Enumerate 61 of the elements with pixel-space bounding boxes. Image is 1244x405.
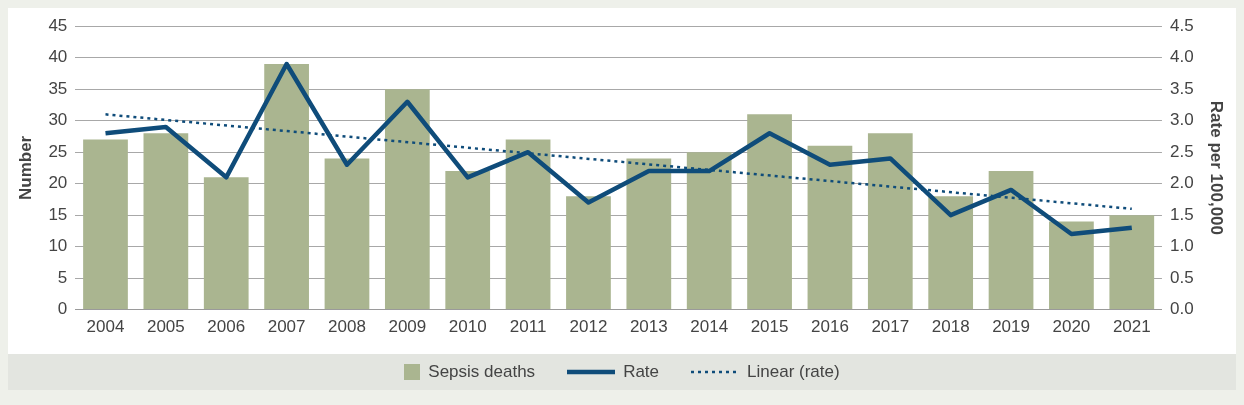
y2-tick-label: 4.5 <box>1169 15 1194 35</box>
x-tick-label: 2018 <box>931 317 970 337</box>
bar <box>867 133 913 310</box>
x-tick-label: 2017 <box>871 317 910 337</box>
x-tick-label: 2016 <box>811 317 849 337</box>
y-tick-label: 45 <box>48 15 68 35</box>
y-tick-label: 25 <box>48 141 68 161</box>
y2-tick-label: 0.0 <box>1169 299 1194 319</box>
bar <box>324 158 370 310</box>
y2-tick-label: 2.0 <box>1169 173 1194 193</box>
y2-tick-label: 1.5 <box>1169 204 1194 224</box>
bar <box>988 171 1034 310</box>
y-tick-label: 35 <box>48 78 68 98</box>
x-tick-label: 2010 <box>448 317 487 337</box>
x-tick-label: 2015 <box>750 317 789 337</box>
x-tick-label: 2021 <box>1112 317 1151 337</box>
y-tick-label: 30 <box>48 110 68 130</box>
y2-tick-label: 1.0 <box>1169 236 1194 256</box>
y2-tick-label: 3.0 <box>1169 110 1194 130</box>
y2-tick-label: 3.5 <box>1169 78 1194 98</box>
y2-tick-label: 4.0 <box>1169 47 1194 67</box>
bar <box>928 196 974 310</box>
legend-label: Sepsis deaths <box>428 362 536 382</box>
x-tick-label: 2019 <box>992 317 1030 337</box>
bar <box>143 133 189 310</box>
y-tick-label: 40 <box>48 47 68 67</box>
x-tick-label: 2011 <box>509 317 547 337</box>
legend-label: Rate <box>623 362 660 382</box>
y-tick-label: 20 <box>48 173 68 193</box>
bar <box>203 177 249 310</box>
x-tick-label: 2009 <box>388 317 427 337</box>
x-tick-label: 2006 <box>207 317 246 337</box>
y-tick-label: 15 <box>48 204 68 224</box>
x-tick-label: 2020 <box>1052 317 1091 337</box>
x-tick-label: 2005 <box>146 317 185 337</box>
bar <box>626 158 672 310</box>
y-tick-label: 5 <box>57 267 68 287</box>
legend-label: Linear (rate) <box>747 362 840 382</box>
x-tick-label: 2008 <box>328 317 366 337</box>
bar <box>83 139 128 310</box>
y2-tick-label: 2.5 <box>1169 141 1194 161</box>
bar <box>686 152 732 310</box>
bar <box>264 63 309 310</box>
bar <box>505 139 551 310</box>
y2-tick-label: 0.5 <box>1169 267 1194 287</box>
bar <box>1109 215 1155 310</box>
y2-axis-title: Rate per 100,000 <box>1207 100 1227 235</box>
bar <box>445 171 491 310</box>
y-tick-label: 10 <box>48 236 68 256</box>
x-tick-label: 2014 <box>690 317 729 337</box>
bar <box>807 145 853 310</box>
bar <box>747 114 792 310</box>
x-tick-label: 2004 <box>86 317 125 337</box>
y-tick-label: 0 <box>57 299 68 319</box>
bar <box>566 196 611 310</box>
bar <box>1049 221 1094 310</box>
x-tick-label: 2012 <box>569 317 608 337</box>
x-tick-label: 2013 <box>629 317 668 337</box>
bar <box>384 89 430 310</box>
x-tick-label: 2007 <box>267 317 306 337</box>
y-axis-title: Number <box>15 135 35 201</box>
